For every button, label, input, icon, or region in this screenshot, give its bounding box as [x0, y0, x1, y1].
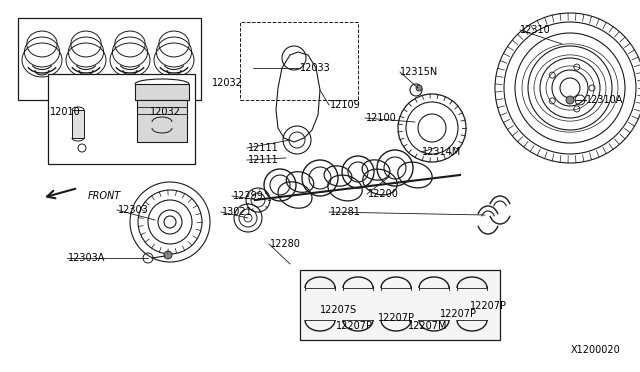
Text: 12207P: 12207P	[440, 309, 477, 319]
Text: 12303A: 12303A	[68, 253, 106, 263]
Text: 12109: 12109	[330, 100, 361, 110]
Text: 12207P: 12207P	[378, 313, 415, 323]
Text: 13021: 13021	[222, 207, 253, 217]
Text: 12010: 12010	[50, 107, 81, 117]
Text: 12315N: 12315N	[400, 67, 438, 77]
Bar	[135, 84, 189, 100]
Text: 12200: 12200	[368, 189, 399, 199]
Text: X1200020: X1200020	[570, 345, 620, 355]
Circle shape	[566, 96, 574, 104]
Bar	[72, 110, 84, 138]
Text: 12100: 12100	[366, 113, 397, 123]
Text: 12111: 12111	[248, 143, 279, 153]
Text: 12310A: 12310A	[586, 95, 623, 105]
Text: 12303: 12303	[118, 205, 148, 215]
Bar	[240, 22, 358, 100]
Text: 12280: 12280	[270, 239, 301, 249]
Text: FRONT: FRONT	[88, 191, 121, 201]
Text: 12032: 12032	[212, 78, 243, 88]
Bar	[18, 18, 201, 100]
Text: 12310: 12310	[520, 25, 551, 35]
Circle shape	[416, 85, 422, 91]
Text: 12299: 12299	[233, 191, 264, 201]
Text: 12207P: 12207P	[470, 301, 507, 311]
Text: 12207M: 12207M	[408, 321, 447, 331]
Text: 12281: 12281	[330, 207, 361, 217]
Text: 12314M: 12314M	[422, 147, 461, 157]
Bar	[300, 270, 500, 340]
Text: 12033: 12033	[300, 63, 331, 73]
Bar	[137, 100, 187, 142]
Text: 12207S: 12207S	[320, 305, 357, 315]
Text: 12032: 12032	[150, 107, 181, 117]
Circle shape	[164, 251, 172, 259]
Text: 12111: 12111	[248, 155, 279, 165]
Bar	[48, 74, 195, 164]
Text: 12207P: 12207P	[336, 321, 373, 331]
